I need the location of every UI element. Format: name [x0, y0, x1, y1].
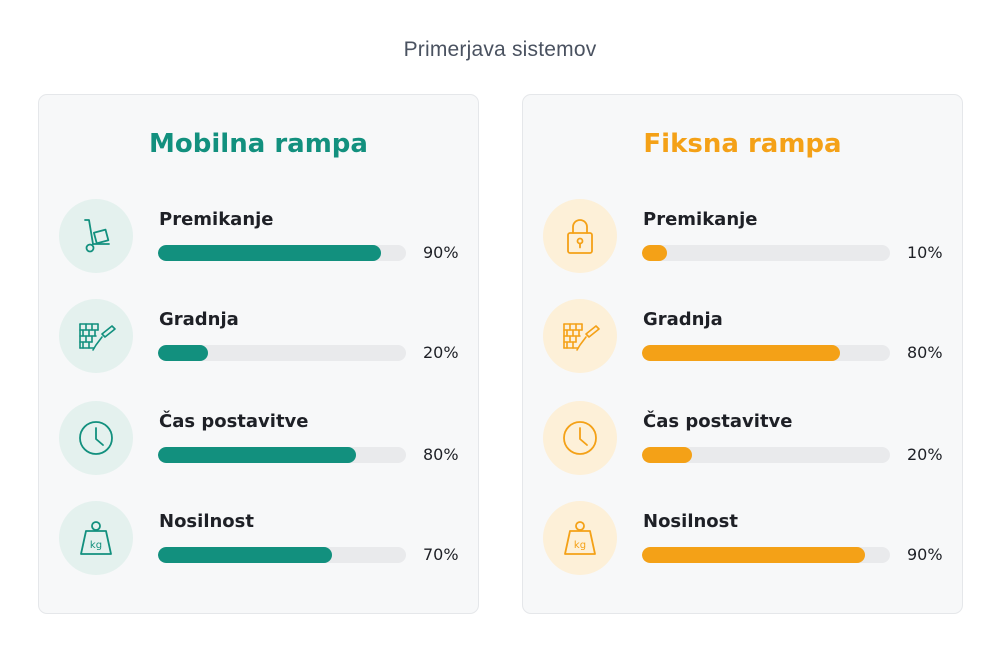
- progress-bar-fill: [642, 245, 667, 261]
- metric-row: kg Nosilnost 70%: [39, 501, 478, 601]
- progress-bar: [642, 245, 890, 261]
- metric-label: Premikanje: [643, 209, 758, 230]
- card-title: Fiksna rampa: [643, 129, 842, 159]
- card-title: Mobilna rampa: [149, 129, 368, 159]
- lock-icon: [543, 199, 617, 273]
- progress-bar-fill: [158, 547, 332, 563]
- metric-value: 70%: [423, 545, 459, 564]
- progress-bar-fill: [158, 447, 357, 463]
- metric-row: kg Nosilnost 90%: [523, 501, 962, 601]
- metric-label: Gradnja: [159, 309, 239, 330]
- clock-icon: [59, 401, 133, 475]
- metric-value: 80%: [423, 445, 459, 464]
- progress-bar-fill: [158, 345, 208, 361]
- metric-row: Premikanje 90%: [39, 199, 478, 299]
- metric-row: Čas postavitve 20%: [523, 401, 962, 501]
- page-title: Primerjava sistemov: [403, 38, 597, 61]
- progress-bar: [158, 245, 406, 261]
- progress-bar-fill: [642, 345, 841, 361]
- metric-label: Gradnja: [643, 309, 723, 330]
- card-mobilna-rampa: Mobilna rampa Premikanje 90%: [38, 94, 479, 614]
- progress-bar: [642, 345, 890, 361]
- metric-value: 10%: [907, 243, 943, 262]
- metric-value: 90%: [423, 243, 459, 262]
- metric-value: 20%: [423, 343, 459, 362]
- svg-text:kg: kg: [574, 540, 586, 551]
- metric-row: Gradnja 80%: [523, 299, 962, 399]
- progress-bar: [158, 447, 406, 463]
- hand-truck-icon: [59, 199, 133, 273]
- progress-bar-fill: [642, 447, 692, 463]
- metric-row: Gradnja 20%: [39, 299, 478, 399]
- progress-bar: [642, 547, 890, 563]
- progress-bar: [158, 345, 406, 361]
- metric-label: Čas postavitve: [643, 411, 793, 432]
- card-fiksna-rampa: Fiksna rampa Premikanje 10%: [522, 94, 963, 614]
- metric-value: 20%: [907, 445, 943, 464]
- svg-text:kg: kg: [90, 540, 102, 551]
- progress-bar-fill: [158, 245, 382, 261]
- metric-row: Premikanje 10%: [523, 199, 962, 299]
- progress-bar: [642, 447, 890, 463]
- metric-label: Premikanje: [159, 209, 274, 230]
- progress-bar-fill: [642, 547, 866, 563]
- metric-label: Nosilnost: [643, 511, 738, 532]
- progress-bar: [158, 547, 406, 563]
- clock-icon: [543, 401, 617, 475]
- metric-value: 90%: [907, 545, 943, 564]
- kg-weight-icon: kg: [543, 501, 617, 575]
- metric-value: 80%: [907, 343, 943, 362]
- brick-wall-trowel-icon: [59, 299, 133, 373]
- metric-label: Čas postavitve: [159, 411, 309, 432]
- metric-row: Čas postavitve 80%: [39, 401, 478, 501]
- brick-wall-trowel-icon: [543, 299, 617, 373]
- kg-weight-icon: kg: [59, 501, 133, 575]
- metric-label: Nosilnost: [159, 511, 254, 532]
